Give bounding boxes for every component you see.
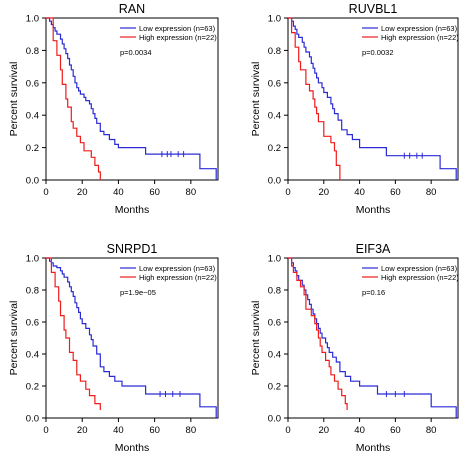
plot-frame [287,257,459,419]
x-tick-label: 40 [354,425,365,436]
plot-frame [45,257,219,419]
y-axis-label: Percent survival [8,301,20,376]
legend-label: High expression (n=22) [139,33,217,42]
y-tick-label: 0.8 [268,46,281,57]
x-tick-label: 0 [285,187,290,198]
survival-curve-high [288,17,341,180]
y-tick-label: 0.0 [268,176,281,187]
x-axis-label: Months [115,204,149,216]
legend-label: Low expression (n=63) [381,24,458,33]
x-tick-label: 80 [426,187,437,198]
survival-curve-high [46,257,101,410]
y-tick-label: 0.4 [268,111,281,122]
legend-label: High expression (n=22) [381,33,459,42]
x-tick-label: 20 [319,187,330,198]
legend: Low expression (n=63)High expression (n=… [120,24,217,42]
km-panel-3: SNRPD1 0.0 0.2 0.4 0.6 0.8 1.0 0 20 40 60 80 Months P… [8,242,219,454]
legend-label: High expression (n=22) [139,273,217,282]
y-axis-label: Percent survival [250,62,262,137]
km-panel-2: RUVBL1 0.0 0.2 0.4 0.6 0.8 1.0 0 20 40 60 80 Months P… [250,2,459,216]
legend-label: Low expression (n=63) [139,264,216,273]
x-tick-label: 60 [149,425,160,436]
y-tick-label: 0.4 [268,350,281,361]
x-tick-label: 40 [113,187,124,198]
y-tick-label: 0.0 [26,176,39,187]
legend: Low expression (n=63)High expression (n=… [362,264,459,282]
y-tick-label: 0.8 [26,46,39,57]
p-value-annotation: p=1.9e−05 [120,288,156,297]
y-tick-label: 0.6 [26,318,39,329]
km-panel-1: RAN 0.0 0.2 0.4 0.6 0.8 1.0 0 20 40 60 80 Months Perc… [8,2,219,216]
x-tick-label: 40 [113,425,124,436]
x-tick-label: 80 [186,425,197,436]
y-tick-label: 0.8 [26,286,39,297]
y-tick-label: 0.2 [268,382,281,393]
survival-curve-low [288,257,457,418]
x-tick-label: 20 [77,425,88,436]
x-tick-label: 20 [77,187,88,198]
p-value-annotation: p=0.0032 [362,48,394,57]
survival-curve-low [46,17,217,180]
y-tick-label: 1.0 [268,14,281,25]
chart-title: RAN [119,2,145,16]
y-tick-label: 1.0 [26,14,39,25]
p-value-annotation: p=0.0034 [120,48,152,57]
x-tick-label: 0 [285,425,290,436]
y-tick-label: 0.2 [26,143,39,154]
legend-label: Low expression (n=63) [381,264,458,273]
x-axis-label: Months [356,204,390,216]
x-tick-label: 40 [354,187,365,198]
x-tick-label: 60 [390,425,401,436]
chart-title: SNRPD1 [107,242,158,256]
x-axis-label: Months [115,442,149,454]
y-axis-label: Percent survival [8,62,20,137]
legend-label: Low expression (n=63) [139,24,216,33]
y-tick-label: 0.6 [268,78,281,89]
y-tick-label: 0.0 [26,414,39,425]
plot-frame [287,17,459,181]
x-tick-label: 80 [186,187,197,198]
survival-curve-low [288,17,457,180]
y-tick-label: 0.2 [26,382,39,393]
y-tick-label: 0.0 [268,414,281,425]
km-panel-4: EIF3A 0.0 0.2 0.4 0.6 0.8 1.0 0 20 40 60 80 Months Pe… [250,242,459,454]
y-tick-label: 1.0 [268,254,281,265]
y-tick-label: 0.6 [268,318,281,329]
x-tick-label: 0 [43,187,48,198]
plot-frame [45,17,219,181]
y-tick-label: 0.4 [26,350,39,361]
legend: Low expression (n=63)High expression (n=… [120,264,217,282]
chart-title: RUVBL1 [349,2,398,16]
x-tick-label: 80 [426,425,437,436]
legend-label: High expression (n=22) [381,273,459,282]
x-tick-label: 60 [390,187,401,198]
y-tick-label: 0.4 [26,111,39,122]
y-tick-label: 1.0 [26,254,39,265]
legend: Low expression (n=63)High expression (n=… [362,24,459,42]
survival-curve-high [46,17,101,180]
survival-curve-high [288,257,348,410]
y-tick-label: 0.8 [268,286,281,297]
survival-curve-low [46,257,217,418]
y-axis-label: Percent survival [250,301,262,376]
x-axis-label: Months [356,442,390,454]
y-tick-label: 0.6 [26,78,39,89]
x-tick-label: 20 [319,425,330,436]
x-tick-label: 0 [43,425,48,436]
y-tick-label: 0.2 [268,143,281,154]
chart-title: EIF3A [356,242,391,256]
p-value-annotation: p=0.16 [362,288,385,297]
x-tick-label: 60 [149,187,160,198]
